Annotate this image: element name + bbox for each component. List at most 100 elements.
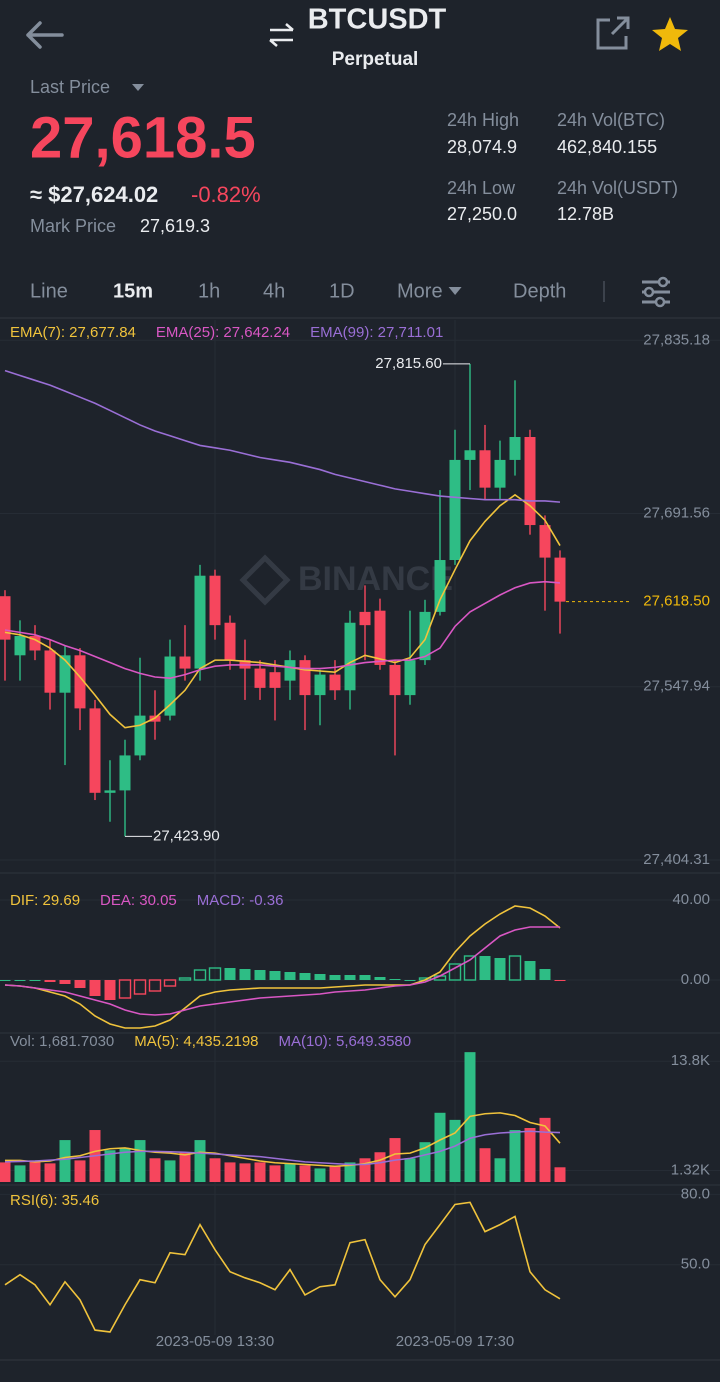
candle-body — [89, 708, 101, 793]
candle-body — [299, 660, 311, 696]
legend-entry: MA(5): 4,435.2198 — [134, 1033, 258, 1050]
settings-knob — [657, 276, 669, 288]
candle-body — [524, 436, 536, 526]
candle-body — [14, 636, 26, 656]
legend-entry: MA(10): 5,649.3580 — [279, 1033, 412, 1050]
tab-caret — [448, 287, 462, 295]
bar — [463, 955, 477, 981]
swap-icon[interactable] — [269, 23, 294, 47]
legend-entry: EMA(99): 27,711.01 — [310, 324, 443, 341]
high-label: 27,815.60 — [375, 355, 442, 372]
indicator-line — [4, 1201, 561, 1333]
indicator-line — [4, 926, 560, 1016]
tab[interactable]: 1D — [329, 280, 355, 302]
tab[interactable]: 4h — [263, 280, 285, 302]
candle-body — [359, 611, 371, 626]
last-price-label: Last Price — [30, 77, 110, 97]
candle-body — [374, 610, 386, 665]
x-tick-label: 2023-05-09 17:30 — [396, 1333, 514, 1350]
candle-body — [254, 668, 266, 688]
candle-body — [209, 575, 221, 626]
bar — [0, 980, 11, 981]
bar — [133, 979, 147, 995]
bar — [479, 956, 491, 980]
dropdown-caret[interactable] — [132, 84, 144, 91]
indicator-line — [4, 1130, 561, 1166]
bar — [344, 1162, 356, 1182]
share-icon — [596, 16, 630, 50]
indicator-settings[interactable] — [642, 276, 670, 308]
tab[interactable]: Depth — [513, 280, 566, 302]
candle-body — [74, 655, 86, 709]
tab[interactable]: 15m — [113, 280, 153, 302]
bar — [404, 1158, 416, 1182]
y-tick-label: 1.32K — [671, 1161, 710, 1178]
indicator-line — [5, 1112, 561, 1168]
candle-body — [179, 656, 191, 669]
candle-body — [314, 674, 326, 696]
bar — [389, 979, 401, 980]
candle-body — [479, 450, 491, 488]
bar — [404, 980, 416, 981]
bar — [269, 971, 281, 980]
bar — [508, 955, 522, 981]
candle-body — [164, 656, 176, 716]
bar — [314, 1168, 326, 1182]
candle-body — [329, 674, 341, 691]
bar — [149, 1158, 161, 1182]
legend-entry: EMA(7): 27,677.84 — [10, 324, 136, 341]
y-tick-label: 27,835.18 — [643, 331, 710, 348]
bar — [29, 1160, 41, 1182]
subtitle: Perpetual — [332, 49, 419, 70]
stat-value: 12.78B — [557, 204, 614, 224]
y-tick-label: 50.0 — [681, 1256, 710, 1273]
plot — [0, 905, 566, 1029]
bar — [524, 1128, 536, 1182]
candle-body — [539, 525, 551, 558]
bar — [314, 974, 326, 980]
candle-body — [494, 459, 506, 488]
favorite-star[interactable] — [652, 17, 688, 51]
candle-body — [194, 575, 206, 669]
bar — [0, 1162, 11, 1182]
y-tick-label: 40.00 — [672, 891, 710, 908]
bar — [284, 1163, 296, 1182]
bar — [104, 980, 116, 1000]
tab[interactable]: 1h — [198, 280, 220, 302]
bar — [359, 1158, 371, 1182]
bar — [524, 961, 536, 980]
legend-entry: EMA(25): 27,642.24 — [156, 324, 290, 341]
bar — [254, 970, 266, 980]
bar — [479, 1148, 491, 1182]
bar — [59, 980, 71, 984]
candle-body — [434, 560, 446, 612]
share-button[interactable] — [596, 16, 630, 50]
bar — [239, 969, 251, 980]
tab[interactable]: Line — [30, 280, 68, 302]
x-tick-label: 2023-05-09 13:30 — [156, 1333, 274, 1350]
back-button[interactable] — [26, 21, 64, 49]
mark-price-label: Mark Price — [30, 216, 116, 236]
bar — [539, 1117, 551, 1182]
title: BTCUSDT — [308, 4, 447, 36]
bar — [44, 980, 56, 982]
bar — [208, 967, 222, 981]
bar — [134, 1140, 146, 1182]
tab[interactable]: More — [397, 280, 443, 302]
bar — [194, 1140, 206, 1182]
settings-knob — [654, 296, 666, 308]
stat-label: 24h Vol(USDT) — [557, 178, 678, 198]
indicator-line — [4, 369, 561, 503]
candle-body — [449, 459, 461, 561]
last-price: 27,618.5 — [30, 105, 256, 170]
bar — [554, 980, 566, 981]
bar — [74, 1160, 86, 1182]
legend-entry: DIF: 29.69 — [10, 892, 80, 909]
candle-body — [344, 622, 356, 691]
stat-label: 24h High — [447, 110, 519, 130]
candle-body — [224, 622, 236, 661]
bar — [554, 1167, 566, 1182]
low-label: 27,423.90 — [153, 827, 220, 844]
legend-entry: Vol: 1,681.7030 — [10, 1033, 114, 1050]
watermark: BINANCE — [239, 554, 453, 606]
